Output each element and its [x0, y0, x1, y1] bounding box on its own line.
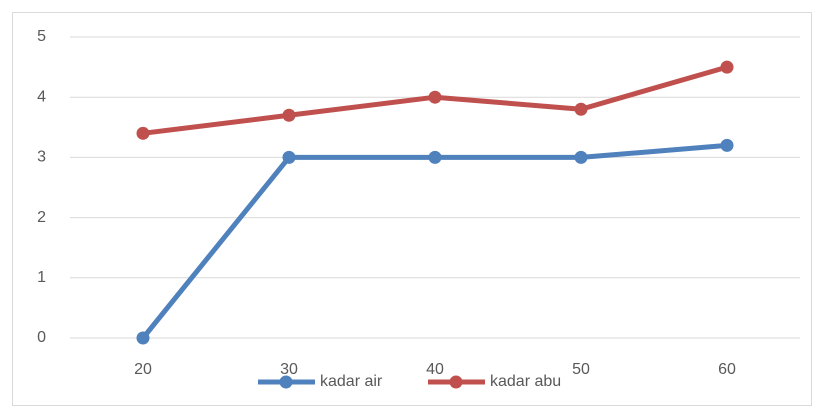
data-point — [136, 331, 150, 345]
data-point — [720, 60, 734, 74]
chart-border — [12, 12, 812, 406]
y-tick-label: 2 — [37, 209, 46, 226]
legend-marker — [279, 375, 293, 389]
y-tick-label: 4 — [37, 88, 46, 105]
data-point — [574, 102, 588, 116]
data-point — [720, 138, 734, 152]
y-tick-label: 3 — [37, 149, 46, 166]
x-tick-label: 60 — [718, 361, 736, 378]
data-point — [282, 108, 296, 122]
legend-label: kadar abu — [490, 373, 561, 390]
data-point — [282, 150, 296, 164]
y-tick-label: 5 — [37, 28, 46, 45]
legend-marker — [449, 375, 463, 389]
x-tick-label: 20 — [134, 361, 152, 378]
x-tick-label: 50 — [572, 361, 590, 378]
x-tick-label: 30 — [280, 361, 298, 378]
data-point — [428, 150, 442, 164]
legend-label: kadar air — [320, 373, 383, 390]
x-tick-label: 40 — [426, 361, 444, 378]
data-point — [574, 150, 588, 164]
y-tick-label: 0 — [37, 329, 46, 346]
y-tick-label: 1 — [37, 269, 46, 286]
data-point — [136, 126, 150, 140]
data-point — [428, 90, 442, 104]
